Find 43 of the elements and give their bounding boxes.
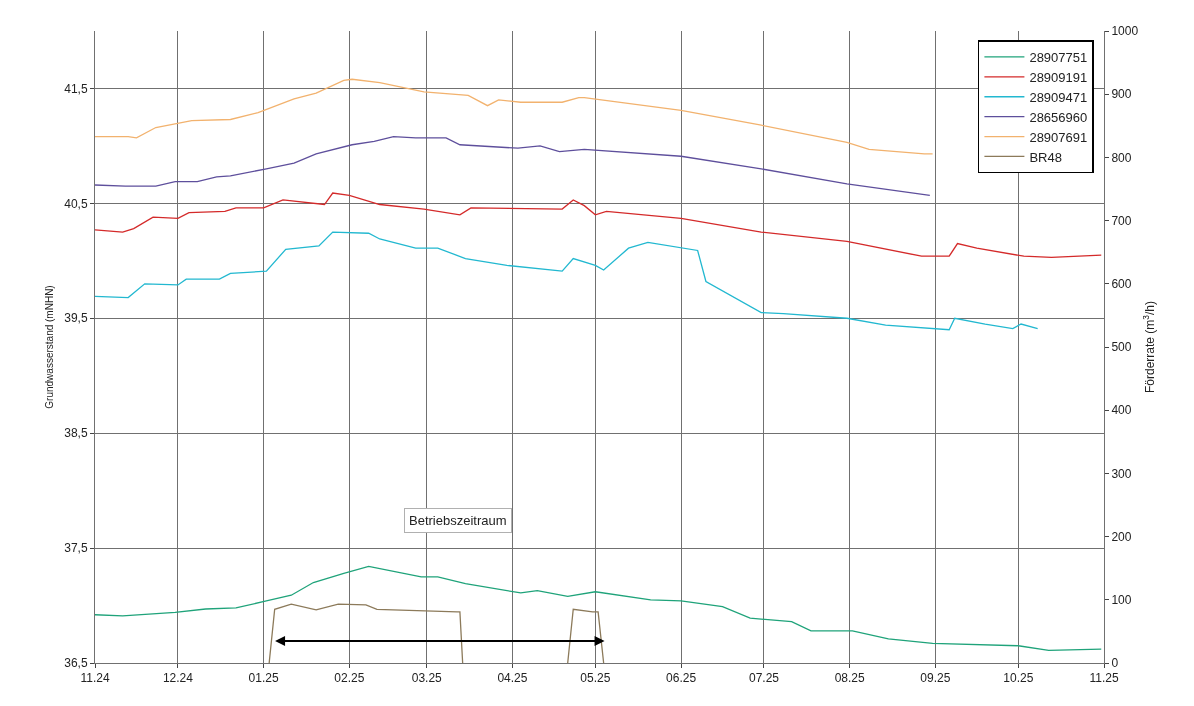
line-series: [95, 192, 1102, 259]
legend-label: BR48: [1029, 149, 1062, 165]
y-tick-label: 40,5: [64, 196, 88, 211]
y2-tick-label: 800: [1111, 150, 1132, 165]
x-tick-label: 02.25: [334, 671, 365, 686]
legend-label: 28907691: [1029, 129, 1088, 145]
y2-tick-label: 300: [1111, 466, 1132, 481]
x-tick-label: 08.25: [834, 671, 866, 686]
legend-label: 28656960: [1029, 109, 1088, 125]
x-tick-label: 04.25: [497, 671, 528, 686]
y2-tick-label: 900: [1111, 87, 1132, 102]
x-tick-label: 06.25: [666, 671, 697, 686]
legend-label: 28909471: [1029, 89, 1088, 105]
x-tick-label: 05.25: [580, 671, 611, 686]
y2-tick-label: 600: [1111, 277, 1132, 291]
y2-tick-label: 400: [1111, 403, 1132, 418]
y2-tick-label: 200: [1111, 529, 1132, 544]
x-tick-label: 10.25: [1003, 671, 1034, 686]
y2-tick-label: 1000: [1111, 24, 1139, 39]
line-series: [95, 136, 931, 196]
x-tick-label: 07.25: [748, 671, 780, 686]
y2-tick-label: 100: [1111, 593, 1132, 607]
line-series: [95, 231, 1039, 331]
x-tick-label: 03.25: [411, 671, 443, 686]
y2-tick-label: 500: [1111, 340, 1132, 355]
y-tick-label: 38,5: [64, 426, 88, 441]
y-tick-label: 37,5: [64, 541, 88, 556]
y-tick-label: 39,5: [64, 311, 88, 326]
line-series: [95, 565, 1102, 652]
x-tick-label: 09.25: [920, 671, 951, 686]
y2-tick-label: 700: [1111, 213, 1132, 228]
x-tick-label: 12.24: [162, 671, 194, 686]
y-axis-title: Grundwasserstand (mNHN): [44, 285, 56, 409]
x-tick-label: 01.25: [248, 671, 279, 686]
x-tick-label: 11.24: [80, 671, 110, 686]
x-tick-label: 11.25: [1089, 671, 1119, 686]
y2-tick-label: 0: [1111, 656, 1119, 671]
annotation: Betriebszeitraum: [409, 513, 507, 528]
line-series: [95, 78, 934, 155]
y-tick-label: 41,5: [64, 81, 88, 96]
legend-label: 28907751: [1029, 50, 1088, 65]
legend-label: 28909191: [1029, 69, 1088, 85]
y-tick-label: 36,5: [64, 656, 88, 671]
